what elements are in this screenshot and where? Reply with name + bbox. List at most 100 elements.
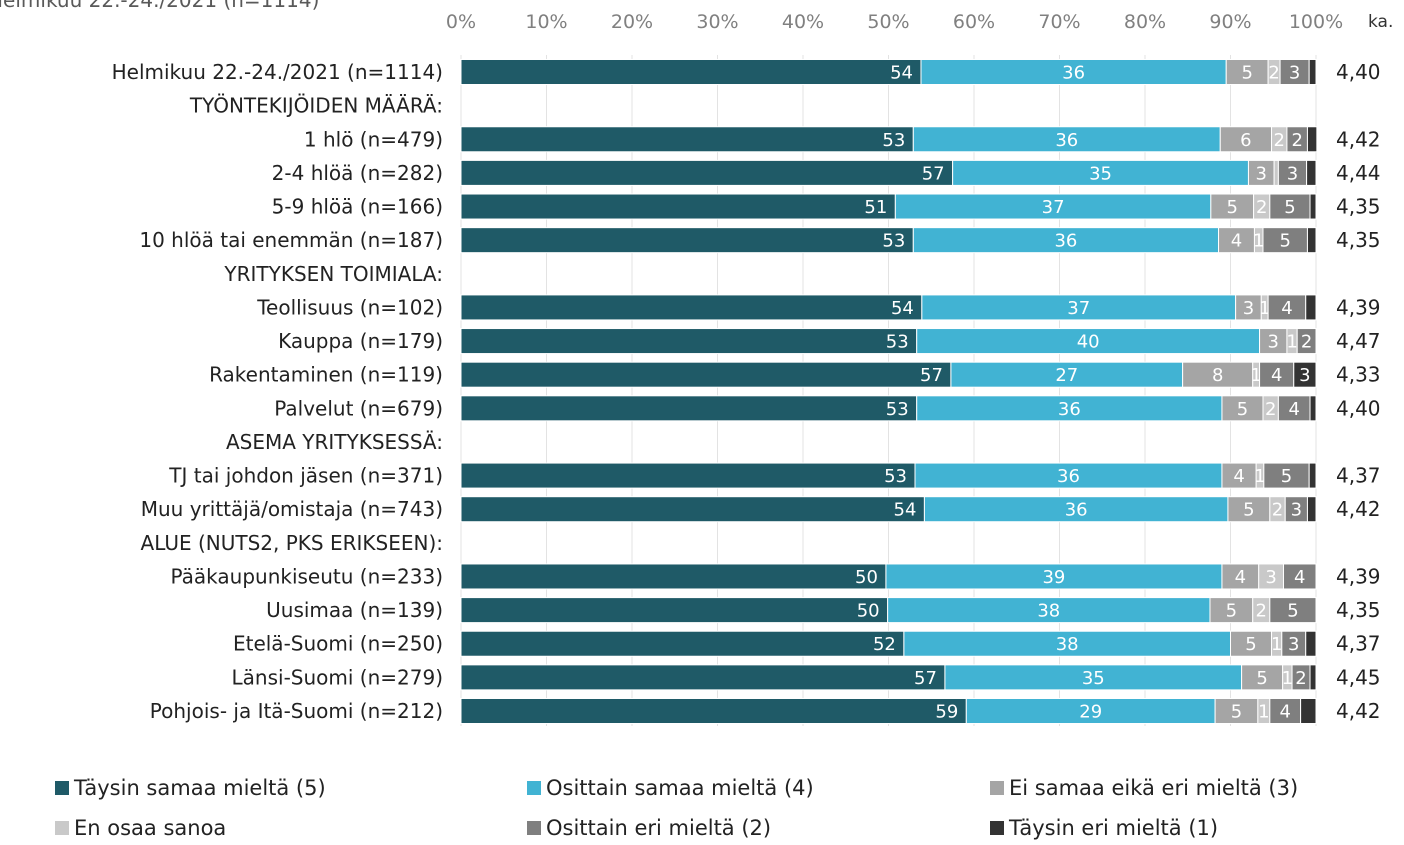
bar-segment bbox=[1209, 597, 1254, 624]
category-label: Pääkaupunkiseutu (n=233) bbox=[170, 564, 443, 588]
bar-segment bbox=[460, 630, 905, 657]
average-label: 4,37 bbox=[1336, 464, 1381, 488]
data-label: 2 bbox=[1291, 130, 1302, 151]
bar-segment bbox=[1306, 227, 1317, 254]
data-label: 5 bbox=[1231, 702, 1242, 723]
data-label: 37 bbox=[1067, 298, 1090, 319]
bar-segment bbox=[1296, 328, 1317, 355]
data-label: 36 bbox=[1055, 130, 1078, 151]
data-label: 5 bbox=[1287, 601, 1298, 622]
data-label: 53 bbox=[882, 231, 905, 252]
x-tick-label: 20% bbox=[611, 11, 653, 33]
bar-segment bbox=[460, 698, 967, 724]
category-label: Kauppa (n=179) bbox=[278, 329, 443, 353]
data-label: 3 bbox=[1243, 298, 1254, 319]
category-label: Palvelut (n=679) bbox=[274, 396, 443, 420]
data-label: 38 bbox=[1037, 601, 1060, 622]
bar-segment bbox=[460, 395, 918, 422]
average-label: 4,42 bbox=[1336, 497, 1381, 521]
category-label: Uusimaa (n=139) bbox=[266, 598, 443, 622]
legend-swatch bbox=[55, 821, 69, 835]
x-tick-label: 40% bbox=[782, 11, 824, 33]
data-label: 1 bbox=[1258, 702, 1269, 723]
bar-segment bbox=[1182, 361, 1254, 388]
data-label: 54 bbox=[891, 298, 914, 319]
legend-label: En osaa sanoa bbox=[74, 816, 226, 840]
data-label: 54 bbox=[890, 63, 913, 84]
bar-segment bbox=[460, 159, 954, 186]
data-label: 1 bbox=[1254, 466, 1265, 487]
bar-segment bbox=[460, 597, 889, 624]
data-label: 4 bbox=[1288, 399, 1299, 420]
average-label: 4,40 bbox=[1336, 396, 1381, 420]
bar-segment bbox=[1214, 698, 1259, 724]
category-label: TYÖNTEKIJÖIDEN MÄÄRÄ: bbox=[189, 94, 443, 118]
bar-segment bbox=[1309, 664, 1317, 691]
data-label: 50 bbox=[855, 567, 878, 588]
bar-segment bbox=[887, 597, 1211, 624]
data-label: 54 bbox=[894, 500, 917, 521]
data-label: 40 bbox=[1077, 332, 1100, 353]
data-label: 57 bbox=[914, 668, 937, 689]
average-header: ka. bbox=[1368, 12, 1393, 32]
bar-segment bbox=[1227, 496, 1271, 523]
data-label: 5 bbox=[1226, 601, 1237, 622]
data-label: 5 bbox=[1243, 500, 1254, 521]
bar-segment bbox=[1225, 59, 1269, 85]
data-label: 4 bbox=[1233, 466, 1244, 487]
x-tick-label: 70% bbox=[1038, 11, 1080, 33]
data-label: 3 bbox=[1291, 500, 1302, 521]
bar-segment bbox=[460, 328, 918, 355]
x-tick-label: 30% bbox=[696, 11, 738, 33]
bar-segment bbox=[1293, 361, 1317, 388]
data-label: 1 bbox=[1271, 634, 1282, 655]
x-tick-label: 0% bbox=[446, 11, 476, 33]
data-label: 6 bbox=[1240, 130, 1251, 151]
data-label: 3 bbox=[1287, 163, 1298, 184]
average-label: 4,45 bbox=[1336, 665, 1381, 689]
data-label: 2 bbox=[1256, 197, 1267, 218]
x-tick-label: 100% bbox=[1289, 11, 1343, 33]
data-label: 5 bbox=[1281, 466, 1292, 487]
category-label: Länsi-Suomi (n=279) bbox=[232, 665, 443, 689]
category-label: Muu yrittäjä/omistaja (n=743) bbox=[141, 497, 443, 521]
data-label: 1 bbox=[1250, 365, 1261, 386]
legend-swatch bbox=[990, 821, 1004, 835]
bar-segment bbox=[950, 361, 1184, 388]
data-label: 5 bbox=[1245, 634, 1256, 655]
bar-segment bbox=[1259, 328, 1288, 355]
bar-segment bbox=[460, 227, 914, 254]
data-label: 2 bbox=[1295, 668, 1306, 689]
category-label: 2-4 hlöä (n=282) bbox=[272, 161, 443, 185]
bar-segment bbox=[920, 59, 1227, 85]
bar-segment bbox=[885, 563, 1223, 590]
bar-segment bbox=[944, 664, 1243, 691]
bar-segment bbox=[1267, 294, 1307, 321]
x-tick-label: 10% bbox=[525, 11, 567, 33]
data-label: 5 bbox=[1279, 231, 1290, 252]
legend-swatch bbox=[55, 781, 69, 795]
data-label: 3 bbox=[1256, 163, 1267, 184]
bar-segment bbox=[460, 126, 914, 153]
bar-segment bbox=[1306, 126, 1318, 153]
bar-segment bbox=[1309, 395, 1317, 422]
bar-segment bbox=[1258, 563, 1285, 590]
x-tick-label: 50% bbox=[867, 11, 909, 33]
data-label: 2 bbox=[1301, 332, 1312, 353]
data-label: 4 bbox=[1279, 702, 1290, 723]
bar-segment bbox=[912, 227, 1220, 254]
bar-segment bbox=[1300, 698, 1317, 724]
bar-segment bbox=[1269, 193, 1311, 220]
data-label: 36 bbox=[1054, 231, 1077, 252]
average-label: 4,39 bbox=[1336, 564, 1381, 588]
average-label: 4,40 bbox=[1336, 60, 1381, 84]
data-label: 3 bbox=[1289, 63, 1300, 84]
bar-segment bbox=[1306, 159, 1317, 186]
bar-segment bbox=[460, 59, 922, 85]
data-label: 53 bbox=[884, 466, 907, 487]
category-label: ALUE (NUTS2, PKS ERIKSEEN): bbox=[141, 531, 443, 555]
bar-segment bbox=[1230, 630, 1273, 657]
data-label: 53 bbox=[882, 130, 905, 151]
average-label: 4,35 bbox=[1336, 195, 1381, 219]
x-tick-label: 60% bbox=[953, 11, 995, 33]
